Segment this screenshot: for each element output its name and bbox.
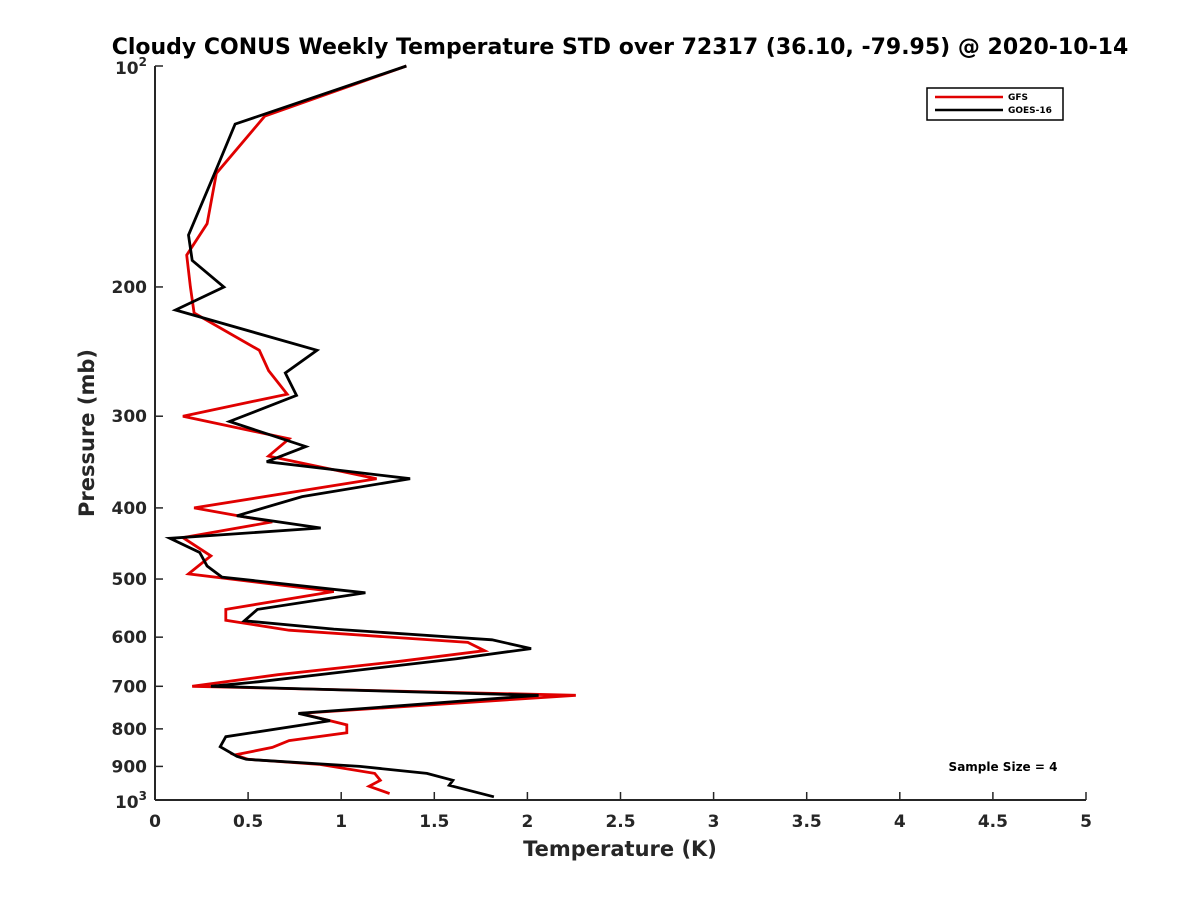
x-tick-label: 2.5 <box>605 812 635 832</box>
x-tick-label: 0.5 <box>233 812 263 832</box>
x-tick-label: 1.5 <box>419 812 449 832</box>
y-tick-label: 500 <box>112 570 148 590</box>
y-tick-label: 300 <box>112 407 148 427</box>
legend-label-goes16: GOES-16 <box>1008 106 1052 116</box>
x-tick-label: 3.5 <box>792 812 822 832</box>
y-tick-label-exponent: 2 <box>139 55 147 69</box>
y-tick-label: 900 <box>112 757 148 777</box>
x-tick-label: 4.5 <box>978 812 1008 832</box>
y-tick-label: 102 <box>115 55 147 79</box>
legend-box <box>926 87 1064 121</box>
x-axis-ticks: 0 0.5 1 1.5 2 2.5 3 3.5 4 4.5 5 <box>149 792 1092 832</box>
y-tick-label: 103 <box>115 789 147 813</box>
y-tick-label-base: 10 <box>115 793 139 813</box>
x-tick-label: 5 <box>1080 812 1092 832</box>
y-tick-label: 700 <box>112 677 148 697</box>
y-tick-label: 600 <box>112 628 148 648</box>
legend: GFS GOES-16 <box>926 87 1064 121</box>
y-tick-label-base: 10 <box>115 59 139 79</box>
y-tick-label: 200 <box>112 278 148 298</box>
y-tick-label-exponent: 3 <box>139 789 147 803</box>
sample-size-annotation: Sample Size = 4 <box>949 760 1058 774</box>
x-tick-label: 0 <box>149 812 161 832</box>
legend-label-gfs: GFS <box>1008 93 1028 103</box>
x-tick-label: 2 <box>521 812 533 832</box>
x-tick-label: 1 <box>335 812 347 832</box>
x-tick-label: 3 <box>708 812 720 832</box>
x-axis-label: Temperature (K) <box>523 837 717 861</box>
series-line-gfs <box>179 64 576 795</box>
x-tick-label: 4 <box>894 812 906 832</box>
y-axis-label: Pressure (mb) <box>75 349 99 517</box>
y-tick-label: 800 <box>112 720 148 740</box>
series-line-goes-16 <box>164 64 539 799</box>
series-lines <box>164 64 576 799</box>
plot-area: 0 0.5 1 1.5 2 2.5 3 3.5 4 4.5 5 102200300400500600… <box>112 55 1092 832</box>
y-tick-label: 400 <box>112 499 148 519</box>
chart-title: Cloudy CONUS Weekly Temperature STD over… <box>112 35 1129 60</box>
